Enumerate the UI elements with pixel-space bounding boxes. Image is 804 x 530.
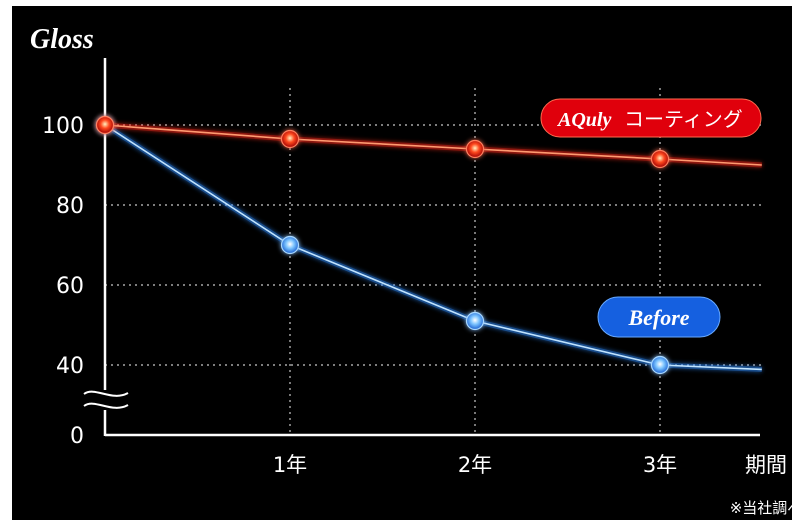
legend-before-label: Before <box>627 305 689 330</box>
grid <box>105 88 765 435</box>
series <box>95 115 762 375</box>
legend-aquly-brand: AQuly <box>556 109 611 131</box>
y-tick-label: 60 <box>56 274 84 299</box>
y-tick-labels: 100 80 60 40 0 <box>42 114 84 449</box>
y-axis-title: Gloss <box>30 24 94 55</box>
data-point-before <box>465 311 485 331</box>
legend-aquly-badge: AQuly コーティング <box>540 98 762 138</box>
x-tick-labels: 1年 2年 3年 <box>273 453 677 477</box>
data-point-aquly <box>650 149 670 169</box>
x-tick-label: 3年 <box>643 453 677 477</box>
y-tick-label: 100 <box>42 114 84 139</box>
legend-aquly-suffix: コーティング <box>624 107 743 131</box>
data-point-aquly <box>280 129 300 149</box>
data-point-aquly <box>95 115 115 135</box>
plot-background <box>12 6 792 520</box>
data-point-before <box>650 355 670 375</box>
axes <box>83 58 760 437</box>
x-tick-label: 2年 <box>458 453 492 477</box>
y-tick-label: 0 <box>70 424 84 449</box>
x-tick-label: 1年 <box>273 453 307 477</box>
source-note: ※当社調べ <box>730 499 803 517</box>
axis-break-mark-top <box>83 390 129 397</box>
data-point-aquly <box>465 139 485 159</box>
data-point-before <box>280 235 300 255</box>
legend-before-badge: Before <box>597 296 721 338</box>
y-tick-label: 80 <box>56 194 84 219</box>
y-tick-label: 40 <box>56 354 84 379</box>
x-axis-title: 期間 <box>745 453 787 477</box>
axis-break-mark-bottom <box>83 402 129 409</box>
